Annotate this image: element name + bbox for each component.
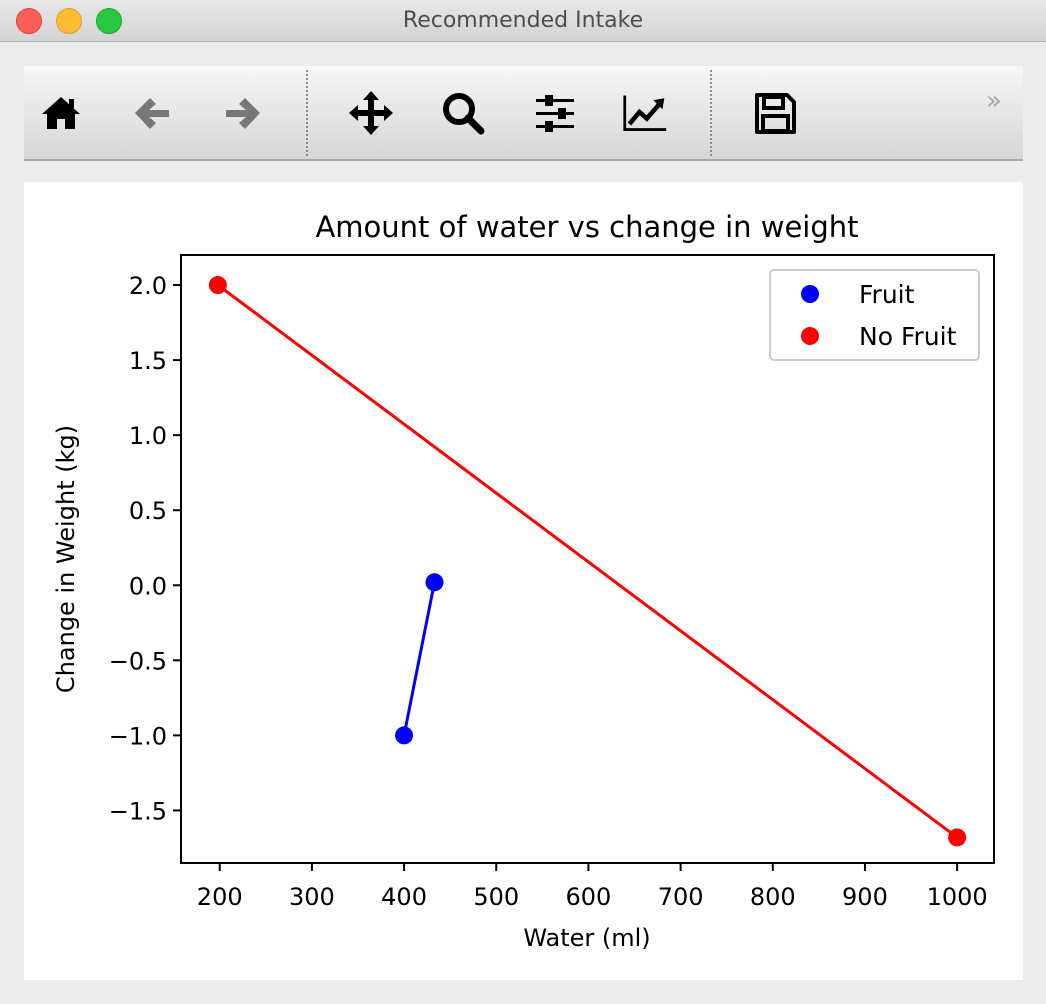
pan-button[interactable] — [348, 90, 394, 136]
y-tick-label: 0.0 — [129, 572, 167, 600]
title-bar: Recommended Intake — [0, 0, 1046, 42]
arrow-right-icon — [226, 98, 260, 129]
x-tick-label: 300 — [289, 883, 335, 911]
zoom-window-button[interactable] — [96, 8, 122, 34]
x-tick-label: 700 — [658, 883, 704, 911]
x-tick-label: 600 — [566, 883, 612, 911]
x-tick-label: 900 — [842, 883, 888, 911]
move-arrows-icon — [349, 91, 393, 135]
home-icon — [42, 97, 80, 129]
fruit-series-line — [402, 581, 436, 736]
subplots-button[interactable] — [532, 90, 578, 136]
arrow-left-icon — [135, 98, 169, 129]
y-tick-label: −1.0 — [109, 722, 167, 750]
forward-button[interactable] — [220, 90, 266, 136]
home-button[interactable] — [38, 90, 84, 136]
legend-marker-fruit — [801, 285, 819, 303]
plot-svg: Amount of water vs change in weight 200 3… — [52, 210, 995, 952]
save-button[interactable] — [752, 90, 798, 136]
line-chart-icon — [623, 95, 667, 131]
chart-title: Amount of water vs change in weight — [315, 210, 858, 244]
x-tick-label: 200 — [197, 883, 243, 911]
y-tick-label: 2.0 — [129, 272, 167, 300]
zoom-button[interactable] — [440, 90, 486, 136]
y-tick-label: −1.5 — [109, 797, 167, 825]
minimize-window-button[interactable] — [56, 8, 82, 34]
legend: Fruit No Fruit — [769, 269, 980, 361]
x-tick-label: 400 — [381, 883, 427, 911]
close-window-button[interactable] — [16, 8, 42, 34]
x-tick-label: 500 — [473, 883, 519, 911]
x-tick-label: 800 — [750, 883, 796, 911]
navigation-toolbar: » — [24, 66, 1023, 161]
legend-label-no-fruit: No Fruit — [859, 322, 957, 351]
edit-axis-button[interactable] — [622, 90, 668, 136]
legend-label-fruit: Fruit — [859, 280, 915, 309]
toolbar-separator — [306, 70, 308, 156]
sliders-icon — [536, 95, 574, 132]
window-title: Recommended Intake — [402, 8, 644, 33]
y-tick-label: 0.5 — [129, 497, 167, 525]
legend-marker-no-fruit — [801, 327, 819, 345]
y-axis-label: Change in Weight (kg) — [52, 425, 80, 693]
y-tick-label: −0.5 — [109, 647, 167, 675]
magnifier-icon — [443, 93, 485, 135]
figure-canvas: Amount of water vs change in weight 200 3… — [24, 182, 1023, 980]
no-fruit-data-point — [208, 276, 227, 295]
no-fruit-data-point — [948, 828, 967, 847]
y-tick-label: 1.0 — [129, 422, 167, 450]
x-axis-label: Water (ml) — [523, 924, 650, 952]
fruit-data-point — [395, 726, 414, 745]
floppy-disk-icon — [755, 93, 796, 134]
back-button[interactable] — [129, 90, 175, 136]
y-tick-label: 1.5 — [129, 347, 167, 375]
toolbar-separator — [710, 70, 712, 156]
x-tick-label: 1000 — [927, 883, 988, 911]
no-fruit-series-line — [216, 283, 959, 839]
legend-box — [769, 269, 980, 361]
toolbar-overflow-button[interactable]: » — [986, 86, 1002, 116]
fruit-data-point — [425, 573, 444, 592]
